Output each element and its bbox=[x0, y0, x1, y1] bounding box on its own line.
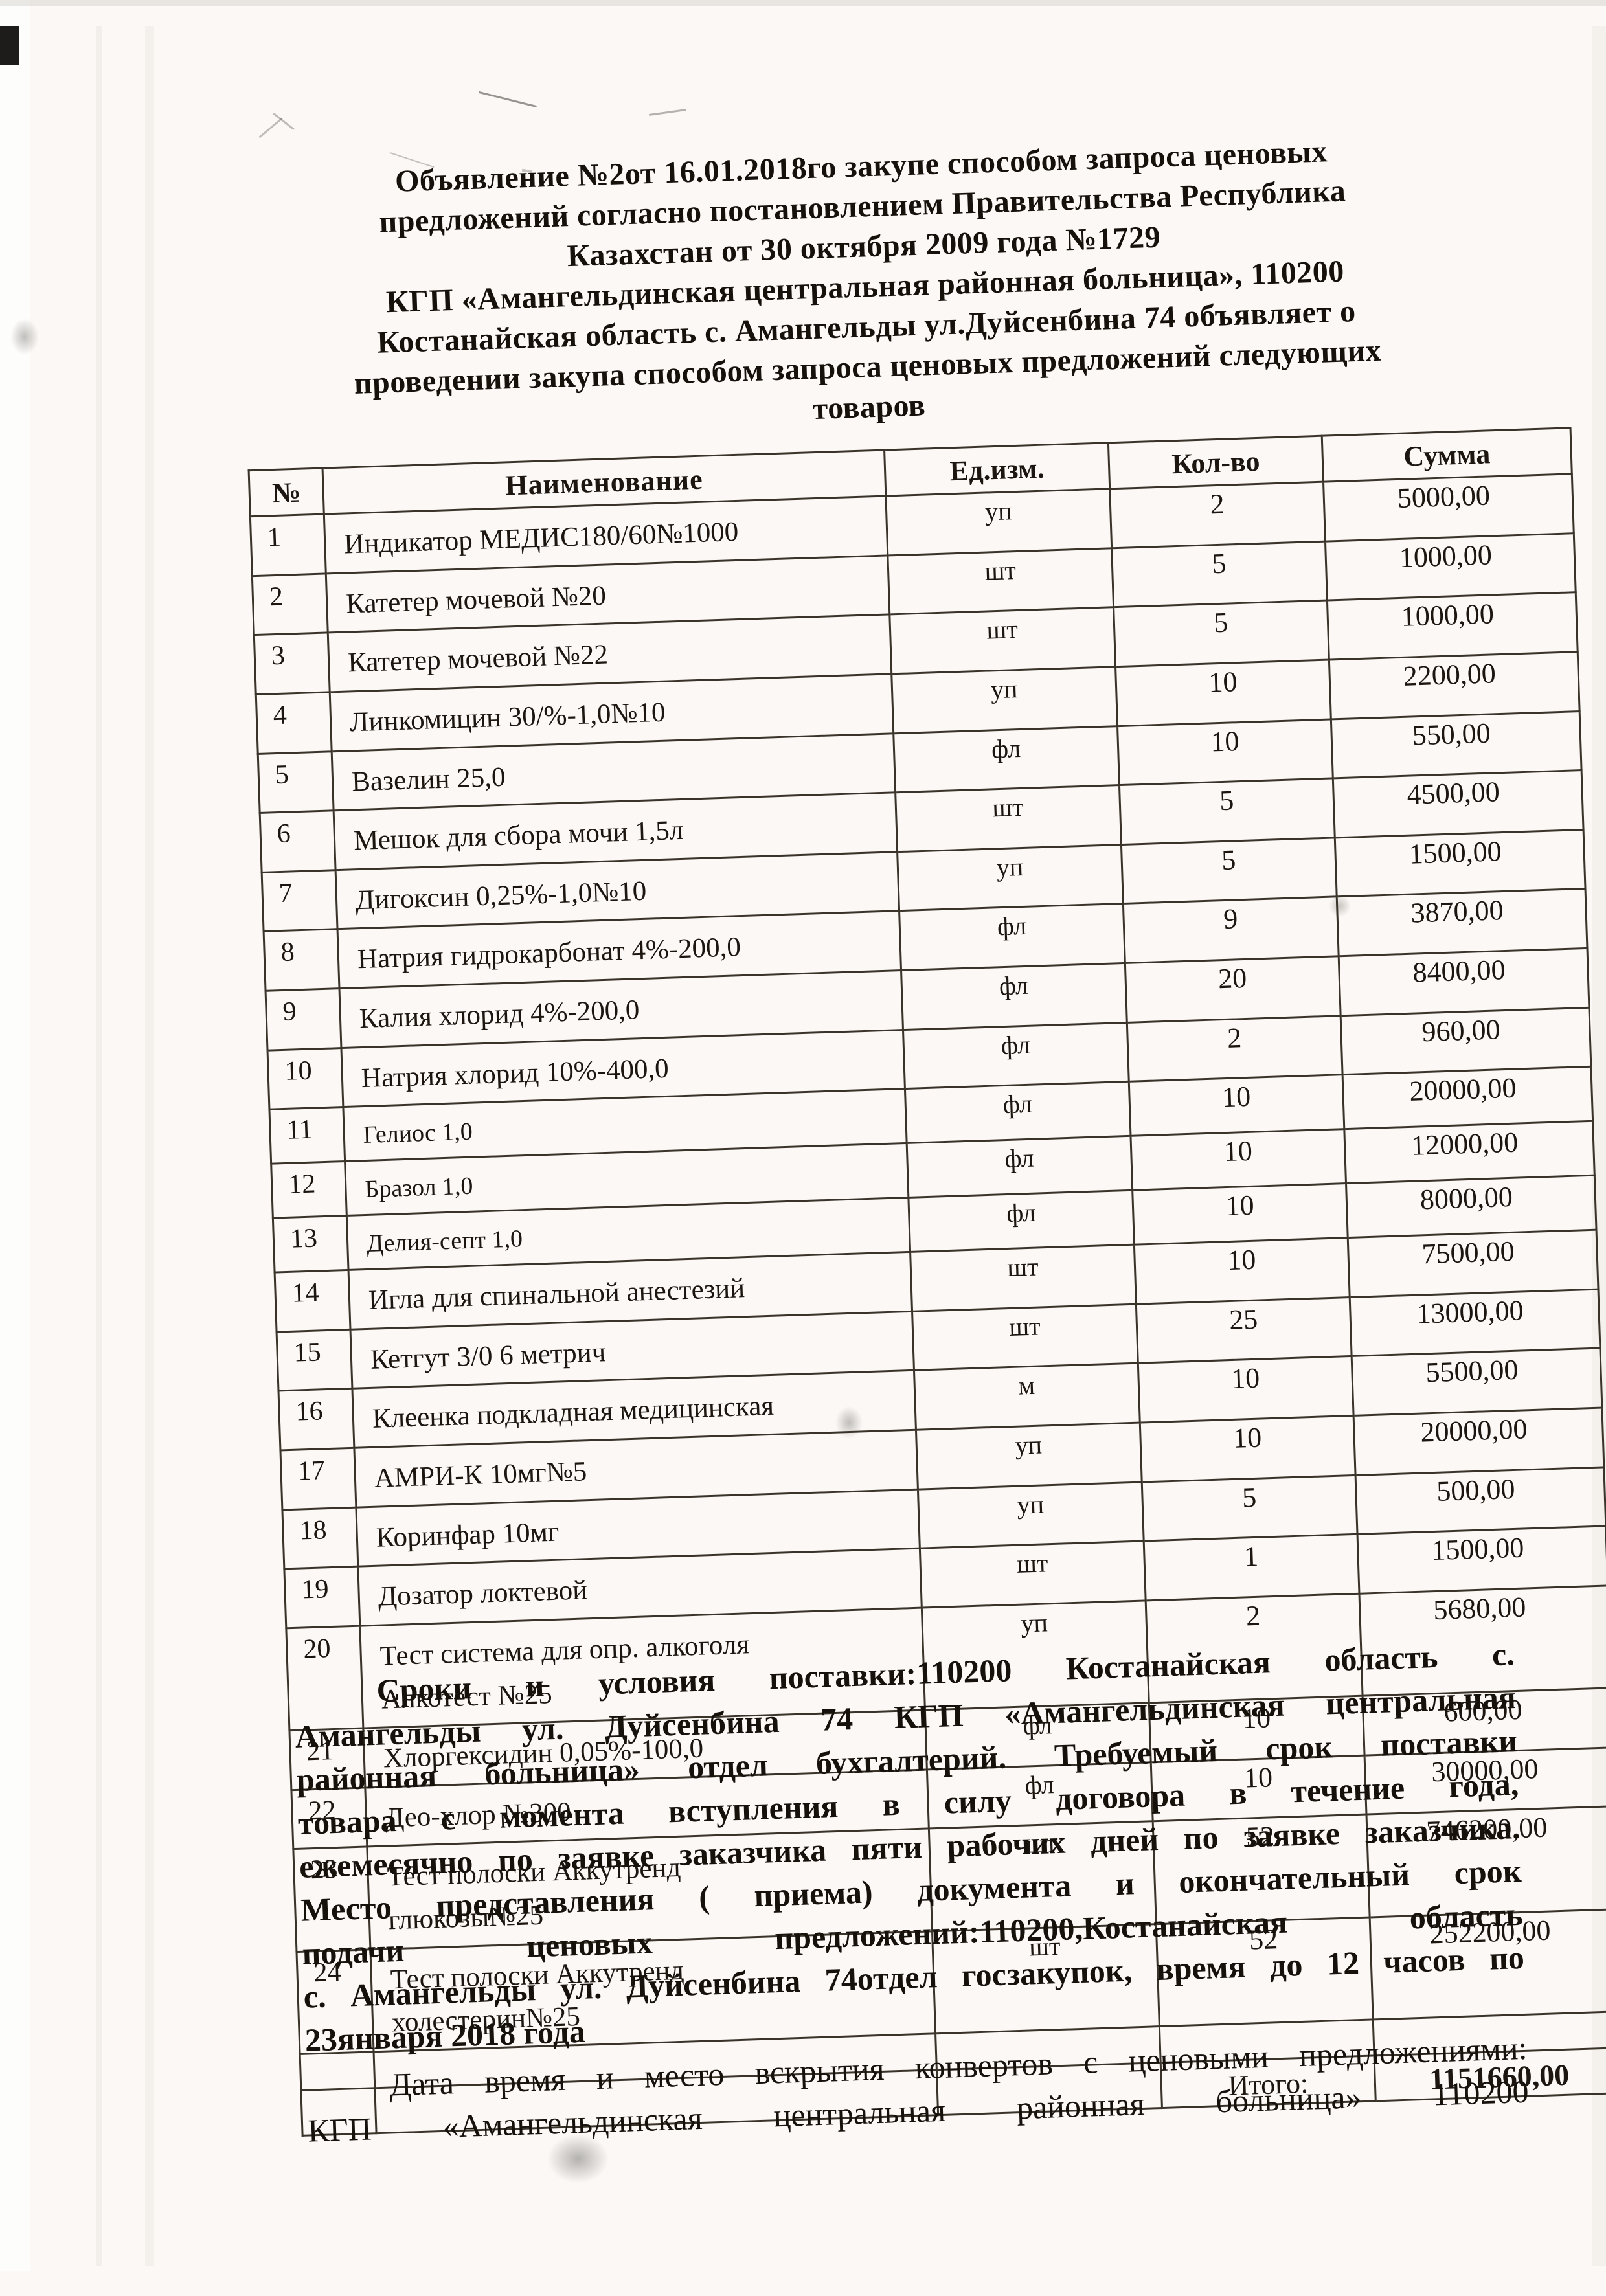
unit-cell: фл bbox=[907, 1136, 1133, 1198]
qty-cell: 5 bbox=[1113, 600, 1329, 667]
sum-cell: 20000,00 bbox=[1353, 1408, 1604, 1476]
row-number-cell: 10 bbox=[267, 1048, 343, 1110]
row-number-cell: 5 bbox=[258, 751, 334, 813]
unit-cell: фл bbox=[903, 1022, 1129, 1089]
row-number-cell: 19 bbox=[284, 1566, 360, 1628]
sum-cell: 3870,00 bbox=[1337, 888, 1587, 956]
sum-cell: 5000,00 bbox=[1323, 473, 1574, 541]
unit-cell: фл bbox=[905, 1081, 1131, 1143]
body-text: Сроки и условия поставки:110200 Костанай… bbox=[293, 1632, 1530, 2152]
row-number-cell: 2 bbox=[252, 573, 328, 635]
row-number-cell: 7 bbox=[262, 870, 338, 932]
qty-cell: 20 bbox=[1125, 956, 1341, 1023]
unit-cell: шт bbox=[910, 1244, 1137, 1312]
unit-cell: шт bbox=[889, 607, 1116, 674]
row-number-cell: 16 bbox=[278, 1388, 354, 1450]
unit-cell: м bbox=[914, 1363, 1140, 1430]
unit-cell: фл bbox=[899, 903, 1125, 971]
sum-cell: 500,00 bbox=[1355, 1467, 1606, 1535]
qty-cell: 5 bbox=[1121, 837, 1337, 904]
scan-streak bbox=[1592, 26, 1606, 2266]
column-header-sum: Сумма bbox=[1322, 427, 1572, 482]
row-number-cell: 11 bbox=[269, 1107, 345, 1164]
qty-cell: 5 bbox=[1111, 541, 1328, 608]
row-number-cell: 18 bbox=[282, 1507, 358, 1570]
unit-cell: уп bbox=[897, 844, 1124, 912]
qty-cell: 2 bbox=[1109, 482, 1326, 548]
sum-cell: 1500,00 bbox=[1335, 829, 1586, 897]
scan-top-shade bbox=[0, 0, 1606, 6]
sum-cell: 20000,00 bbox=[1342, 1066, 1593, 1129]
row-number-cell: 13 bbox=[273, 1215, 349, 1273]
row-number-cell: 12 bbox=[271, 1161, 347, 1219]
qty-cell: 10 bbox=[1115, 659, 1331, 726]
sum-cell: 960,00 bbox=[1340, 1007, 1591, 1075]
column-header-unit: Ед.изм. bbox=[884, 442, 1110, 496]
sum-cell: 1500,00 bbox=[1357, 1526, 1606, 1594]
scan-smudge bbox=[835, 1406, 863, 1439]
row-number-cell: 6 bbox=[260, 810, 336, 873]
row-number-cell: 8 bbox=[264, 929, 339, 991]
row-number-cell: 9 bbox=[266, 988, 341, 1051]
sum-cell: 8400,00 bbox=[1339, 948, 1589, 1016]
sum-cell: 1000,00 bbox=[1327, 592, 1578, 660]
scan-smudge bbox=[1329, 895, 1351, 917]
qty-cell: 5 bbox=[1142, 1475, 1358, 1542]
unit-cell: шт bbox=[887, 548, 1114, 615]
unit-cell: уп bbox=[916, 1423, 1142, 1489]
sum-cell: 2200,00 bbox=[1329, 651, 1580, 719]
qty-cell: 10 bbox=[1138, 1356, 1354, 1423]
unit-cell: уп bbox=[918, 1481, 1144, 1549]
unit-cell: шт bbox=[895, 785, 1122, 852]
sum-cell: 5500,00 bbox=[1352, 1348, 1602, 1416]
scan-corner-mark bbox=[0, 26, 19, 65]
unit-cell: фл bbox=[901, 963, 1127, 1030]
row-number-cell: 4 bbox=[256, 692, 332, 754]
qty-cell: 10 bbox=[1117, 719, 1333, 785]
sum-cell: 7500,00 bbox=[1348, 1230, 1598, 1298]
row-number-cell: 15 bbox=[277, 1329, 352, 1391]
row-number-cell: 14 bbox=[275, 1270, 350, 1332]
sum-cell: 4500,00 bbox=[1333, 770, 1584, 838]
column-header-qty: Кол-во bbox=[1108, 436, 1324, 489]
qty-cell: 5 bbox=[1119, 778, 1335, 845]
scan-smudge bbox=[10, 319, 39, 355]
column-header-number: № bbox=[249, 468, 324, 517]
qty-cell: 25 bbox=[1136, 1297, 1352, 1364]
announcement-title: Объявление №2от 16.01.2018го закупе спос… bbox=[252, 127, 1478, 447]
qty-cell: 10 bbox=[1140, 1415, 1356, 1482]
row-number-cell: 3 bbox=[254, 633, 330, 695]
qty-cell: 9 bbox=[1123, 897, 1339, 963]
sum-cell: 13000,00 bbox=[1350, 1289, 1600, 1356]
qty-cell: 10 bbox=[1130, 1129, 1346, 1191]
unit-cell: уп bbox=[885, 488, 1112, 556]
sum-cell: 1000,00 bbox=[1325, 533, 1576, 601]
unit-cell: шт bbox=[912, 1303, 1138, 1371]
row-number-cell: 1 bbox=[250, 514, 326, 576]
sum-cell: 550,00 bbox=[1331, 711, 1582, 779]
qty-cell: 10 bbox=[1129, 1075, 1344, 1136]
scan-streak bbox=[96, 26, 102, 2266]
unit-cell: уп bbox=[891, 666, 1118, 734]
qty-cell: 1 bbox=[1144, 1534, 1359, 1601]
scan-smudge bbox=[547, 2134, 609, 2183]
unit-cell: шт bbox=[920, 1541, 1146, 1608]
scan-streak bbox=[145, 26, 154, 2266]
unit-cell: фл bbox=[908, 1190, 1135, 1252]
sum-cell: 8000,00 bbox=[1346, 1175, 1597, 1238]
scan-edge-strip bbox=[0, 0, 30, 2271]
sum-cell: 12000,00 bbox=[1344, 1121, 1595, 1184]
qty-cell: 10 bbox=[1134, 1237, 1350, 1304]
qty-cell: 10 bbox=[1132, 1183, 1348, 1245]
row-number-cell: 17 bbox=[280, 1448, 356, 1510]
qty-cell: 2 bbox=[1127, 1015, 1343, 1082]
unit-cell: фл bbox=[893, 726, 1120, 793]
